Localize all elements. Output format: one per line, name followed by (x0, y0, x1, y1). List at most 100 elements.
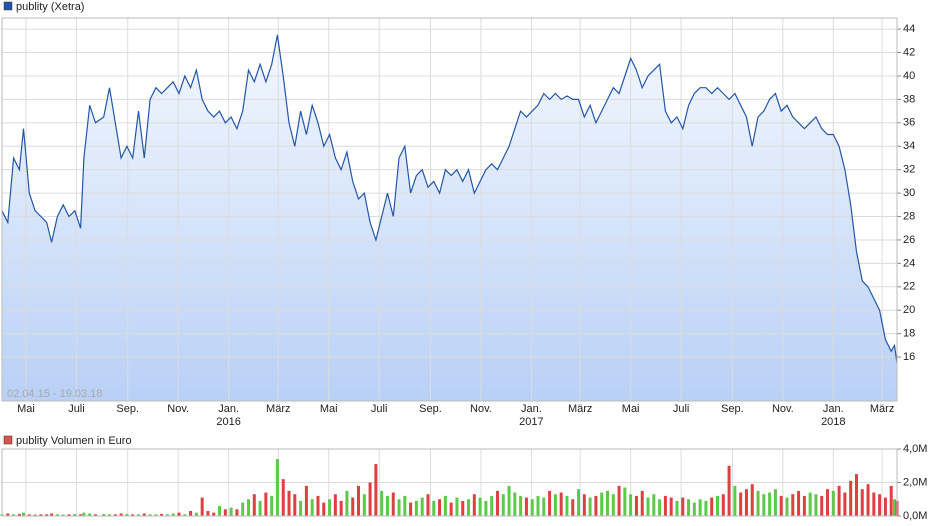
volume-bar (403, 495, 407, 516)
x-tick-label: Nov. (470, 403, 492, 415)
x-tick-label: Mai (622, 403, 640, 415)
volume-bar (820, 495, 824, 516)
x-tick-label: Nov. (772, 403, 794, 415)
volume-bar (814, 494, 818, 516)
volume-bar (739, 492, 743, 516)
y-tick-label: 36 (903, 117, 915, 129)
x-tick-label: Juli (673, 403, 690, 415)
volume-bar (721, 494, 725, 516)
volume-bar (478, 497, 482, 516)
volume-bar (600, 492, 604, 516)
volume-bar (652, 494, 656, 516)
volume-bar (368, 482, 372, 516)
volume-bar (438, 499, 442, 516)
volume-bar (93, 514, 97, 516)
volume-bar (12, 514, 16, 516)
volume-bar (50, 513, 54, 516)
volume-bar (27, 514, 31, 516)
volume-bar (571, 499, 575, 516)
volume-bar (148, 514, 152, 516)
y-tick-label: 2,0M (903, 476, 927, 488)
volume-bar (171, 513, 175, 516)
volume-bar (490, 495, 494, 516)
volume-bar (837, 485, 841, 516)
volume-bar (513, 492, 517, 516)
volume-bar (252, 494, 256, 516)
volume-bar (866, 484, 870, 516)
volume-bar (681, 497, 685, 516)
date-range: 02.04.15 - 19.03.18 (7, 388, 102, 400)
legend-swatch (3, 1, 13, 11)
y-tick-label: 16 (903, 351, 915, 363)
volume-bar (779, 495, 783, 516)
volume-bar (246, 499, 250, 516)
volume-bar (826, 489, 830, 516)
volume-bar (293, 494, 297, 516)
x-tick-label: März (568, 403, 592, 415)
price-title: publity (Xetra) (16, 1, 84, 13)
volume-bar (177, 512, 181, 516)
volume-bar (357, 485, 361, 516)
volume-bar (733, 485, 737, 516)
volume-bar (750, 484, 754, 516)
volume-bar (495, 490, 499, 516)
y-tick-label: 18 (903, 328, 915, 340)
volume-bar (223, 509, 227, 516)
volume-bar (582, 494, 586, 516)
volume-bar (669, 497, 673, 516)
volume-bar (136, 514, 140, 516)
volume-bar (698, 499, 702, 516)
volume-bar (878, 494, 882, 516)
volume-bar (61, 514, 65, 516)
volume-bar (17, 513, 21, 516)
volume-bar (102, 513, 106, 516)
volume-bar (316, 495, 320, 516)
volume-bar (605, 490, 609, 516)
y-tick-label: 30 (903, 187, 915, 199)
volume-bar (663, 495, 667, 516)
x-tick-label: Mai (17, 403, 35, 415)
volume-bar (611, 494, 615, 516)
volume-bar (33, 514, 37, 516)
volume-bar (409, 502, 413, 516)
volume-bar (125, 513, 129, 516)
volume-bar (67, 514, 71, 516)
volume-bar (380, 490, 384, 516)
volume-bar (773, 489, 777, 516)
volume-bar (304, 485, 308, 516)
volume-bar (287, 490, 291, 516)
volume-bar (183, 514, 187, 516)
volume-bar (154, 514, 158, 516)
volume-bar (704, 500, 708, 516)
volume-bar (802, 495, 806, 516)
volume-bar (872, 492, 876, 516)
year-label: 2016 (216, 416, 240, 428)
volume-bar (345, 490, 349, 516)
volume-bar (519, 495, 523, 516)
volume-bar (6, 513, 10, 516)
volume-bar (160, 513, 164, 516)
volume-bar (322, 502, 326, 516)
y-tick-label: 24 (903, 257, 915, 269)
volume-bar (328, 499, 332, 516)
volume-bar (310, 499, 314, 516)
volume-bar (883, 497, 887, 516)
volume-bar (73, 513, 77, 516)
x-tick-label: Sep. (721, 403, 744, 415)
volume-bar (206, 510, 210, 516)
y-tick-label: 22 (903, 281, 915, 293)
volume-bar (414, 500, 418, 516)
volume-bar (646, 497, 650, 516)
volume-bar (831, 490, 835, 516)
volume-bar (507, 485, 511, 516)
plot-border (1, 448, 898, 517)
volume-bar (484, 500, 488, 516)
x-tick-label: Jan. (521, 403, 542, 415)
volume-bar (82, 512, 86, 516)
volume-bar (640, 490, 644, 516)
volume-bar (200, 497, 204, 516)
volume-bar (553, 494, 557, 516)
x-tick-label: Juli (68, 403, 85, 415)
volume-bar (22, 512, 26, 516)
legend-swatch (3, 435, 13, 445)
